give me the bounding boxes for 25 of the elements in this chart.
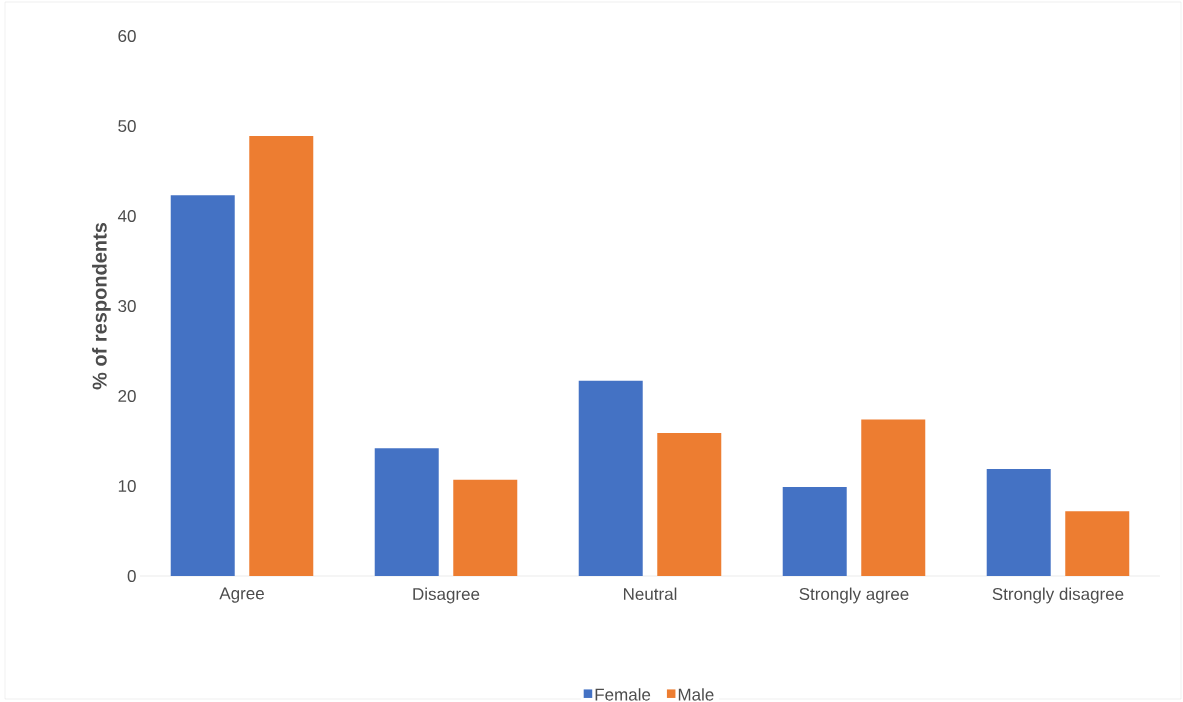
bar: [249, 135, 314, 576]
bar: [986, 468, 1051, 576]
bar: [374, 448, 439, 576]
x-tick-label: Strongly agree: [799, 587, 909, 604]
bar: [861, 419, 926, 576]
y-tick-label: 60: [118, 29, 136, 43]
x-tick-label: Disagree: [413, 587, 480, 604]
bar: [170, 195, 235, 576]
legend-label: Male: [678, 688, 714, 701]
bar: [657, 432, 722, 576]
y-tick-label: 0: [127, 569, 136, 583]
bar: [453, 479, 518, 576]
x-tick-label: Neutral: [623, 587, 677, 601]
y-tick-label: 30: [118, 299, 136, 313]
y-tick-label: 40: [117, 209, 136, 223]
bar: [578, 380, 643, 576]
bar: [1065, 511, 1130, 576]
x-tick-label: Agree: [219, 587, 264, 603]
y-axis-title: % of respondents: [92, 222, 111, 390]
y-tick-label: 10: [118, 479, 136, 493]
legend-label: Female: [595, 688, 651, 701]
y-tick-label: 50: [118, 119, 136, 133]
x-tick-label: Strongly disagree: [992, 587, 1124, 604]
bar: [782, 486, 847, 576]
y-tick-label: 20: [118, 389, 136, 403]
